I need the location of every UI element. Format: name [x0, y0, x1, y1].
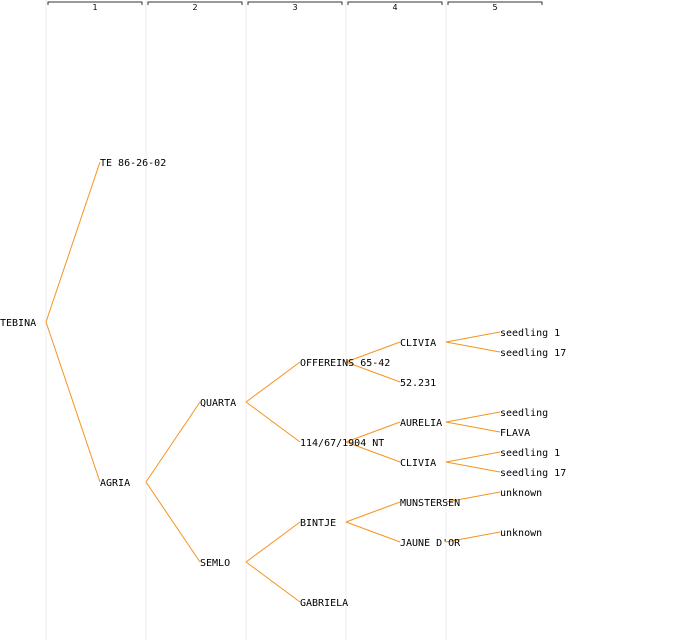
node-s1a[interactable]: seedling 1 — [500, 328, 560, 339]
node-flava[interactable]: FLAVA — [500, 428, 530, 439]
node-seedling[interactable]: seedling — [500, 408, 548, 419]
edge-bintje-jaune — [345, 521, 401, 543]
edge-tebina-te86 — [45, 161, 101, 323]
edge-clivia2-s1b — [445, 451, 501, 463]
node-s17a[interactable]: seedling 17 — [500, 348, 566, 359]
node-aurelia[interactable]: AURELIA — [400, 418, 442, 429]
generation-bracket — [47, 1, 143, 5]
edge-p114-clivia2 — [345, 441, 401, 463]
edge-jaune-unk2 — [445, 531, 501, 543]
node-jaune[interactable]: JAUNE D'OR — [400, 538, 461, 549]
node-clivia1[interactable]: CLIVIA — [400, 338, 436, 349]
edge-clivia1-s17a — [445, 341, 501, 353]
generation-header-1: 1 — [92, 3, 97, 12]
generation-column-lines — [45, 0, 447, 640]
generation-header-5: 5 — [492, 3, 497, 12]
edge-quarta-p114 — [245, 401, 301, 443]
edge-offereins-n52231 — [345, 361, 401, 383]
edge-semlo-bintje — [245, 521, 301, 563]
edge-semlo-gabriela — [245, 561, 301, 603]
node-gabriela[interactable]: GABRIELA — [300, 598, 348, 609]
node-bintje[interactable]: BINTJE — [300, 518, 336, 529]
node-unk1[interactable]: unknown — [500, 488, 542, 499]
node-s1b[interactable]: seedling 1 — [500, 448, 560, 459]
node-n52231[interactable]: 52.231 — [400, 378, 436, 389]
node-tebina[interactable]: TEBINA — [0, 318, 36, 329]
node-munstersen[interactable]: MUNSTERSEN — [400, 498, 460, 509]
edge-munstersen-unk1 — [445, 491, 501, 503]
node-semlo[interactable]: SEMLO — [200, 558, 230, 569]
node-unk2[interactable]: unknown — [500, 528, 542, 539]
edge-agria-quarta — [145, 401, 201, 483]
generation-header-4: 4 — [392, 3, 397, 12]
pedigree-node-labels: TEBINA TE 86-26-02 AGRIA QUARTA SEMLO OFFEREI… — [0, 158, 566, 609]
edge-bintje-munstersen — [345, 501, 401, 523]
edge-aurelia-flava — [445, 421, 501, 433]
edge-agria-semlo — [145, 481, 201, 563]
generation-header-2: 2 — [192, 3, 197, 12]
node-te86[interactable]: TE 86-26-02 — [100, 158, 166, 169]
node-offereins[interactable]: OFFEREINS 65-42 — [300, 358, 390, 369]
edge-offereins-clivia1 — [345, 341, 401, 363]
edge-tebina-agria — [45, 321, 101, 483]
node-s17b[interactable]: seedling 17 — [500, 468, 566, 479]
generation-header-3: 3 — [292, 3, 297, 12]
generation-header-bar: 1 2 3 4 5 — [47, 1, 543, 12]
edge-p114-aurelia — [345, 421, 401, 443]
node-quarta[interactable]: QUARTA — [200, 398, 236, 409]
generation-bracket — [347, 1, 443, 5]
edge-clivia2-s17b — [445, 461, 501, 473]
node-agria[interactable]: AGRIA — [100, 478, 130, 489]
pedigree-edges — [45, 161, 501, 603]
edge-aurelia-seedling — [445, 411, 501, 423]
edge-clivia1-s1a — [445, 331, 501, 343]
node-p114[interactable]: 114/67/1904 NT — [300, 438, 384, 449]
generation-bracket — [147, 1, 243, 5]
generation-bracket — [247, 1, 343, 5]
edge-quarta-offereins — [245, 361, 301, 403]
node-clivia2[interactable]: CLIVIA — [400, 458, 436, 469]
generation-bracket — [447, 1, 543, 5]
